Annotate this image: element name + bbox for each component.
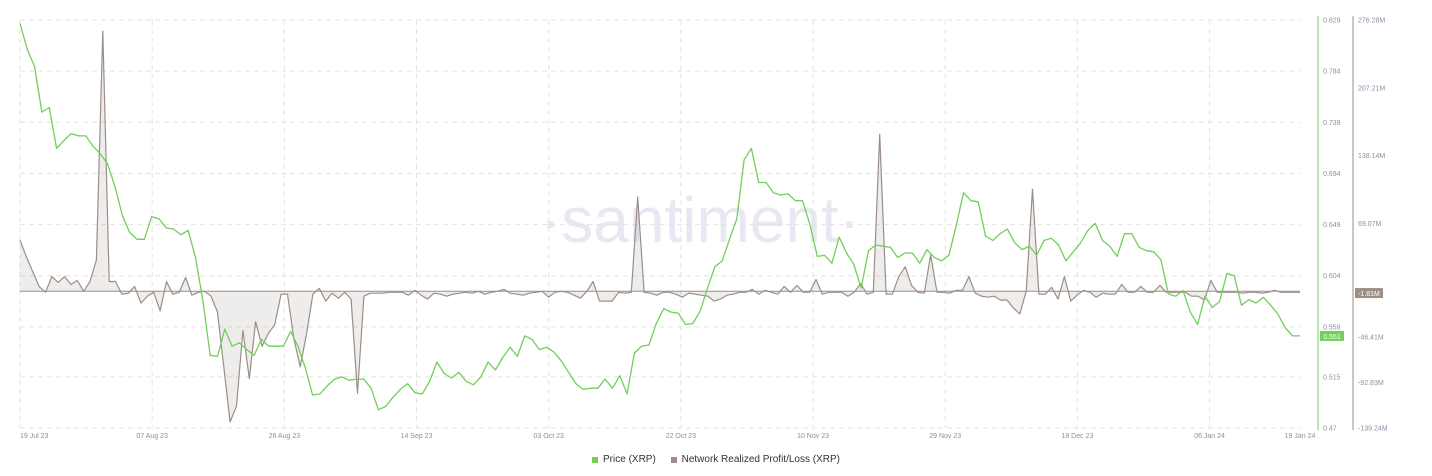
price-last-label: 0.551: [1323, 334, 1341, 341]
nrpl-last-badge: [1355, 288, 1383, 299]
y-left-tick-label: 0.649: [1323, 222, 1341, 229]
x-tick-label: 19 Jan 24: [1285, 433, 1316, 440]
legend-item-price[interactable]: Price (XRP): [592, 454, 656, 465]
price-series-line: [19, 23, 1300, 411]
axes: 0.829 0.784 0.739 0.694 0.649 0.604 0.559 0.515…: [20, 16, 1388, 440]
y-right-tick-label: -139.24M: [1358, 426, 1388, 433]
x-tick-label: 14 Sep 23: [401, 433, 433, 440]
y-left-tick-label: 0.604: [1323, 273, 1341, 280]
nrpl-series-line: [19, 30, 1300, 423]
price-last-badge: [1320, 330, 1344, 341]
x-tick-label: 26 Aug 23: [269, 433, 301, 440]
legend: Price (XRP) Network Realized Profit/Loss…: [0, 454, 1432, 466]
y-right-tick-label: 207.21M: [1358, 85, 1385, 92]
y-left-tick-label: 0.559: [1323, 324, 1341, 331]
x-tick-label: 22 Oct 23: [666, 433, 696, 440]
x-tick-label: 19 Jul 23: [20, 433, 49, 440]
y-left-tick-label: 0.784: [1323, 69, 1341, 76]
santiment-watermark: ·santiment·: [540, 184, 860, 256]
y-left-tick-label: 0.694: [1323, 171, 1341, 178]
y-right-tick-label: -92.83M: [1358, 380, 1384, 387]
grid-lines: [19, 19, 1300, 429]
legend-label-price: Price (XRP): [603, 454, 656, 465]
legend-item-nrpl[interactable]: Network Realized Profit/Loss (XRP): [670, 454, 840, 465]
y-right-tick-label: -46.41M: [1358, 334, 1384, 341]
y-right-tick-label: 138.14M: [1358, 153, 1385, 160]
x-tick-label: 07 Aug 23: [136, 433, 168, 440]
x-tick-label: 06 Jan 24: [1194, 433, 1225, 440]
legend-swatch-nrpl: [670, 456, 677, 463]
y-left-tick-label: 0.739: [1323, 120, 1341, 127]
nrpl-last-label: -1.81M: [1358, 291, 1380, 298]
legend-swatch-price: [592, 456, 599, 463]
y-right-tick-label: 276.28M: [1358, 18, 1385, 25]
x-tick-label: 29 Nov 23: [929, 433, 961, 440]
y-left-tick-label: 0.47: [1323, 426, 1337, 433]
x-tick-label: 18 Dec 23: [1061, 433, 1093, 440]
x-tick-label: 10 Nov 23: [797, 433, 829, 440]
y-left-tick-label: 0.515: [1323, 374, 1341, 381]
series-layer: [19, 23, 1300, 423]
x-tick-label: 03 Oct 23: [534, 433, 564, 440]
y-right-tick-label: 69.07M: [1358, 221, 1382, 228]
y-left-tick-label: 0.829: [1323, 18, 1341, 25]
legend-label-nrpl: Network Realized Profit/Loss (XRP): [681, 454, 840, 465]
